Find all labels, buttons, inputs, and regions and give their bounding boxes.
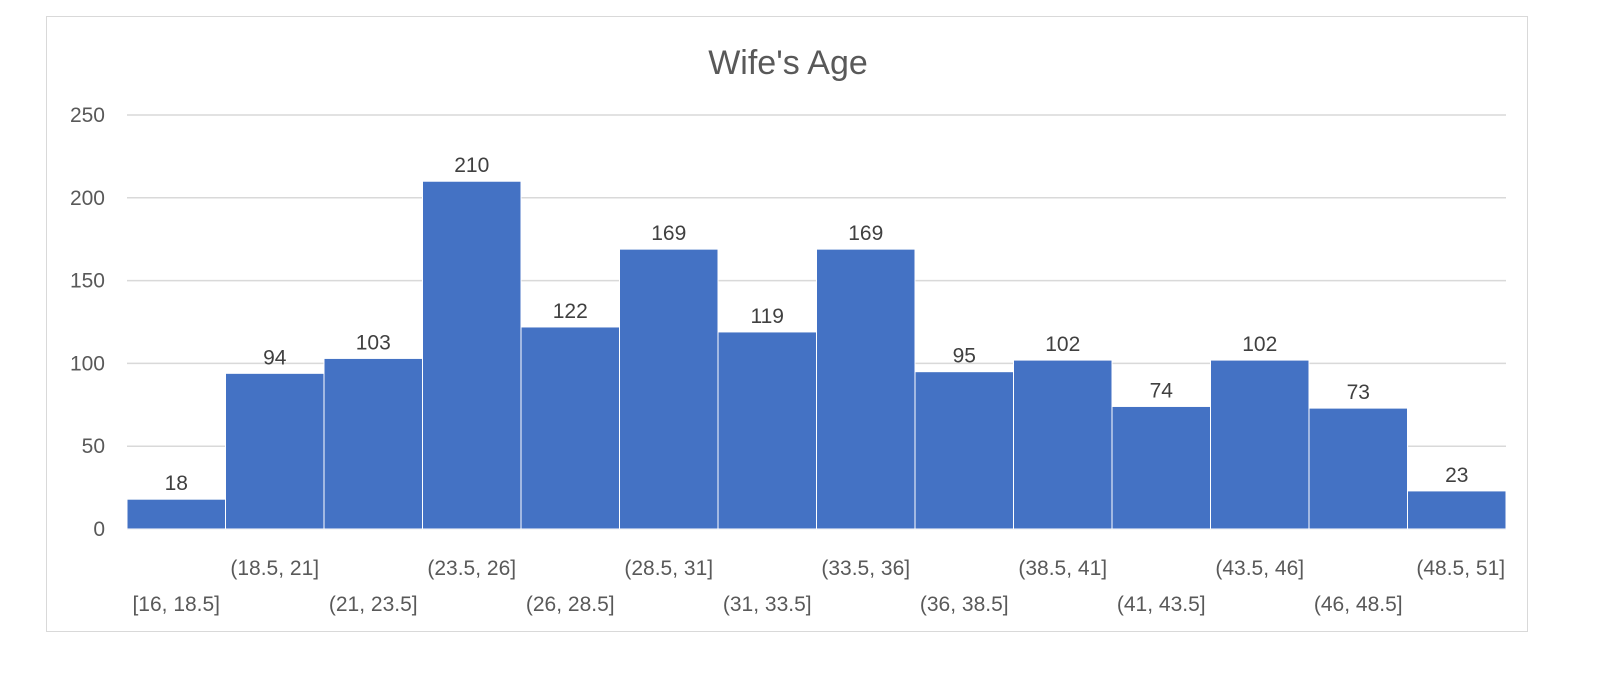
x-tick-label: (23.5, 26] — [427, 557, 516, 580]
y-axis-ticks: 0 50 100 150 200 250 — [70, 104, 105, 541]
y-tick-label: 100 — [70, 352, 105, 375]
bar — [717, 331, 817, 530]
data-label: 169 — [848, 222, 883, 245]
data-label: 102 — [1242, 333, 1277, 356]
x-tick-label: (41, 43.5] — [1117, 593, 1206, 616]
data-label: 122 — [553, 300, 588, 323]
x-tick-label: (31, 33.5] — [723, 593, 812, 616]
x-tick-label: (26, 28.5] — [526, 593, 615, 616]
x-tick-label: (43.5, 46] — [1215, 557, 1304, 580]
data-label: 74 — [1150, 379, 1174, 402]
y-tick-label: 0 — [93, 518, 105, 541]
bar — [1111, 405, 1211, 530]
bars — [126, 180, 1507, 530]
bar — [520, 326, 620, 530]
data-label: 95 — [953, 345, 976, 368]
x-tick-label: (21, 23.5] — [329, 593, 418, 616]
x-axis-labels: [16, 18.5] (18.5, 21] (21, 23.5] (23.5, 26]… — [132, 557, 1505, 616]
chart-title: Wife's Age — [708, 44, 868, 82]
data-label: 103 — [356, 331, 391, 354]
x-tick-label: (28.5, 31] — [624, 557, 713, 580]
y-tick-label: 250 — [70, 104, 105, 127]
bar — [816, 248, 916, 530]
bar — [225, 372, 325, 530]
chart-area: Wife's Age 0 50 100 150 200 250 18 94 103 210 122… — [46, 16, 1528, 632]
x-tick-label: (36, 38.5] — [920, 593, 1009, 616]
bar — [1308, 407, 1408, 530]
bar — [323, 357, 423, 530]
data-labels: 18 94 103 210 122 169 119 169 95 102 74 102 73 23 — [165, 154, 1469, 495]
x-tick-label: (33.5, 36] — [821, 557, 910, 580]
y-tick-label: 50 — [82, 435, 105, 458]
histogram-chart: Wife's Age 0 50 100 150 200 250 18 94 103 210 122… — [70, 44, 1507, 616]
data-label: 18 — [165, 472, 188, 495]
x-tick-label: (46, 48.5] — [1314, 593, 1403, 616]
y-tick-label: 200 — [70, 187, 105, 210]
data-label: 94 — [263, 346, 287, 369]
x-tick-label: (48.5, 51] — [1416, 557, 1505, 580]
data-label: 23 — [1445, 464, 1468, 487]
x-tick-label: [16, 18.5] — [132, 593, 220, 616]
bar — [1210, 359, 1310, 530]
data-label: 119 — [751, 305, 784, 328]
bar — [914, 371, 1014, 530]
bar — [619, 248, 719, 530]
data-label: 73 — [1347, 381, 1370, 404]
data-label: 102 — [1045, 333, 1080, 356]
bar — [126, 498, 226, 530]
x-tick-label: (18.5, 21] — [230, 557, 319, 580]
bar — [422, 180, 522, 530]
y-tick-label: 150 — [70, 270, 105, 293]
x-tick-label: (38.5, 41] — [1018, 557, 1107, 580]
bar — [1013, 359, 1113, 530]
bar — [1407, 490, 1507, 530]
data-label: 169 — [651, 222, 686, 245]
data-label: 210 — [454, 154, 489, 177]
